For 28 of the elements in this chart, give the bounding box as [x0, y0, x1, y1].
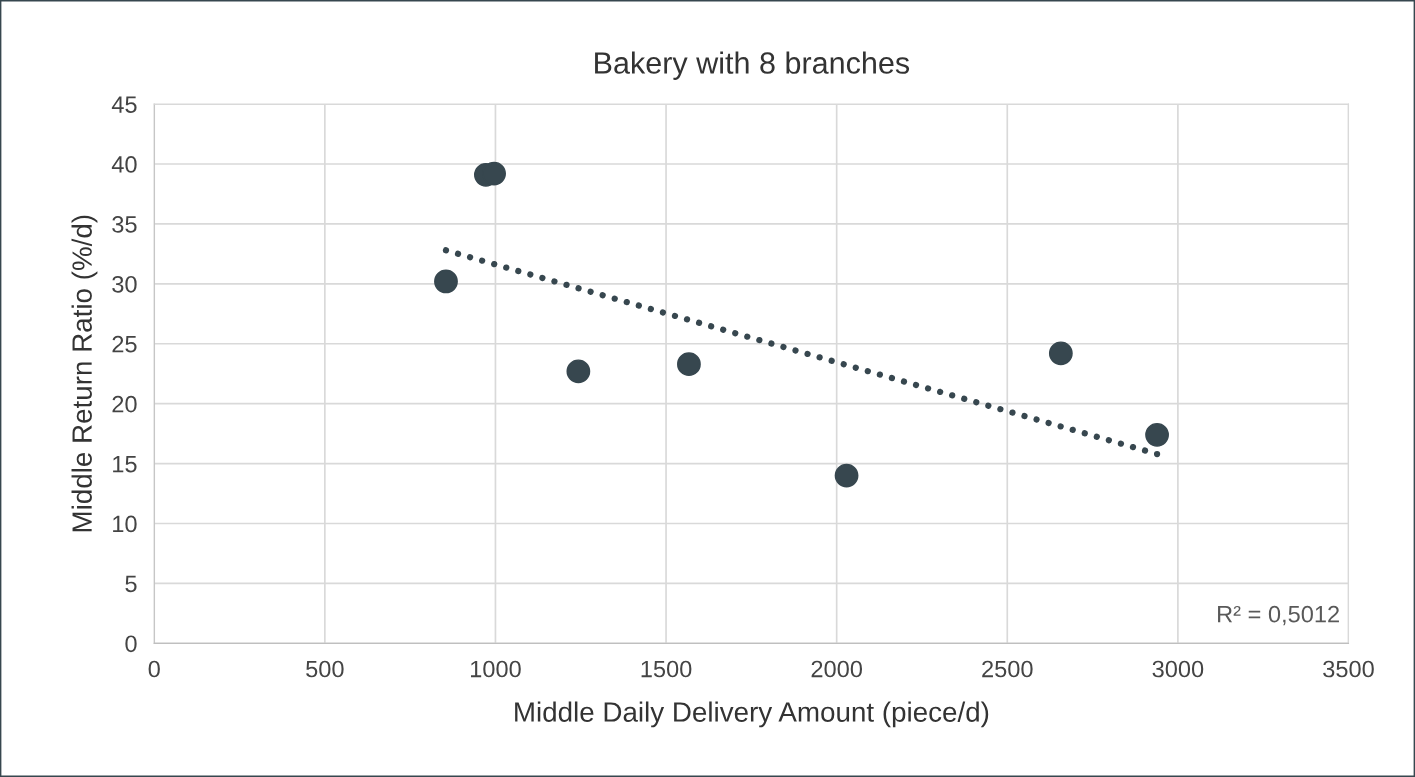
point [434, 269, 458, 294]
y-tick-label: 45 [111, 96, 137, 113]
y-tick-label: 30 [112, 275, 137, 293]
y-tick-label: 20 [112, 395, 137, 413]
point [1048, 341, 1073, 366]
x-axis-title: Middle Daily Delivery Amount (piece/d) [515, 701, 989, 728]
x-tick-label: 2500 [982, 660, 1033, 678]
y-tick-label: 5 [125, 575, 137, 593]
y-tick-label: 0 [125, 635, 137, 653]
chart-title: Bakery with 8 branches [595, 51, 910, 80]
x-tick-label: 3500 [1323, 660, 1374, 678]
y-tick-label: 35 [112, 216, 137, 233]
y-tick-label: 25 [112, 335, 137, 353]
y-tick-label: 40 [111, 156, 137, 173]
point [834, 463, 859, 488]
x-tick-label: 500 [306, 660, 344, 678]
x-tick-label: 3000 [1152, 660, 1204, 678]
point [677, 352, 701, 377]
x-tick-label: 1000 [470, 660, 521, 678]
point [1145, 422, 1169, 447]
x-tick-label: 0 [148, 660, 160, 678]
annotation: R² = 0,5012 [1218, 605, 1339, 626]
x-tick-label: 1500 [641, 660, 692, 678]
y-tick-label: 10 [113, 515, 137, 533]
point [566, 359, 591, 384]
y-axis-title: Middle Return Ratio (%/d) [71, 215, 98, 532]
x-tick-label: 2000 [811, 660, 863, 678]
y-tick-label: 15 [113, 455, 137, 473]
